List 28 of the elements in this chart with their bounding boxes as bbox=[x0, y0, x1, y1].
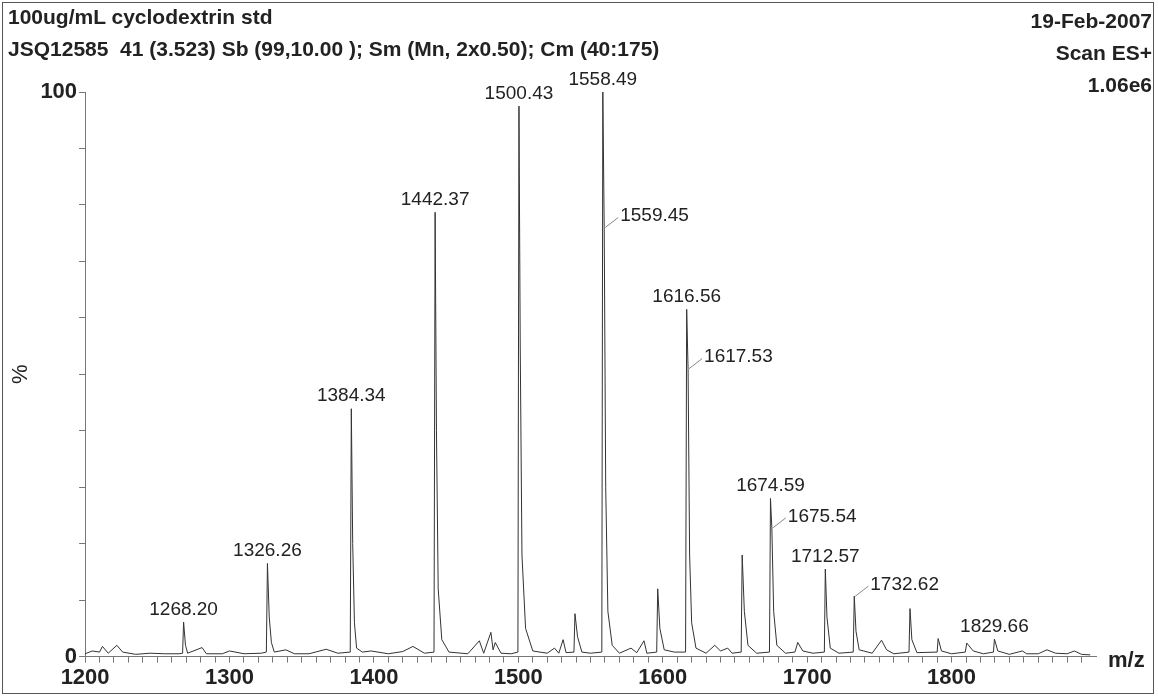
y-axis-title: % bbox=[7, 364, 33, 385]
annotation: 1732.62 bbox=[870, 572, 939, 594]
annotation: 1268.20 bbox=[149, 597, 218, 619]
x-tick-label: 1800 bbox=[927, 663, 977, 689]
annotation: 1326.26 bbox=[233, 539, 302, 561]
text: Scan ES+ bbox=[1054, 40, 1152, 66]
annotation: 1500.43 bbox=[484, 81, 554, 103]
x-tick-label: 1400 bbox=[349, 663, 399, 689]
annotation: 1558.49 bbox=[568, 67, 638, 89]
annotation: 1829.66 bbox=[960, 614, 1029, 636]
x-tick-label: 1500 bbox=[493, 663, 543, 689]
y-tick-label: 100 bbox=[40, 78, 78, 104]
chart-title: 100ug/mL cyclodextrin std bbox=[8, 5, 273, 29]
x-axis-title: m/z bbox=[1108, 646, 1145, 672]
annotation: 1559.45 bbox=[620, 204, 689, 226]
annotation: 1675.54 bbox=[787, 504, 857, 526]
annotation: 1617.53 bbox=[704, 345, 773, 367]
annotation: 1674.59 bbox=[736, 474, 805, 496]
annotation: 1.06e6 bbox=[1086, 72, 1152, 98]
x-tick-label: 1700 bbox=[782, 663, 832, 689]
x-tick-label: 1300 bbox=[205, 663, 254, 689]
annotation: 1442.37 bbox=[400, 187, 470, 209]
chart-subtitle: JSQ12585 41 (3.523) Sb (99,10.00 ); Sm (Mn, 2x0.50); Cm (40:175) bbox=[8, 37, 660, 61]
text: 19-Feb-2007 bbox=[1030, 8, 1152, 34]
annotation: 1712.57 bbox=[790, 544, 860, 566]
x-tick-label: 1600 bbox=[638, 663, 688, 689]
annotation: 1616.56 bbox=[652, 285, 722, 307]
annotation: 1384.34 bbox=[316, 384, 387, 406]
